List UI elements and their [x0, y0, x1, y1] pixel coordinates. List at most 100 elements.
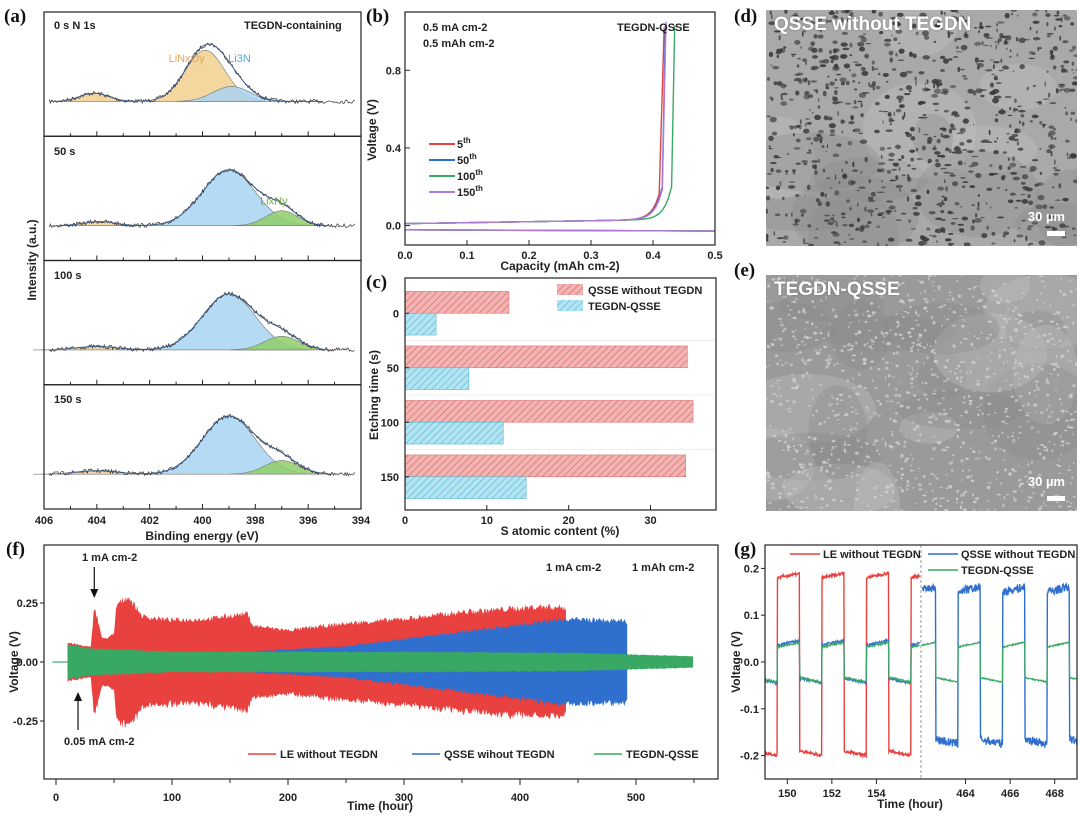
sem-pore [1037, 473, 1042, 476]
sem-pore [1069, 412, 1073, 416]
sem-pore [790, 373, 795, 376]
sem-pore [832, 220, 837, 223]
sem-pore [1000, 175, 1005, 181]
sem-pore [778, 337, 783, 341]
sem-region [808, 189, 899, 246]
sem-pore [942, 449, 948, 451]
sem-pore [886, 80, 889, 83]
sem-pore [957, 429, 960, 432]
zoom-x-tick-label: 464 [956, 788, 975, 800]
sem-pore [863, 343, 867, 347]
sem-pore [770, 64, 773, 67]
sem-pore [895, 29, 903, 34]
sem-pore [779, 394, 782, 398]
sem-pore [1009, 49, 1012, 53]
sem-pore [1069, 290, 1073, 293]
sem-pore [897, 283, 901, 287]
sem-pore [803, 469, 807, 472]
sem-pore [897, 42, 901, 45]
sem-pore [858, 373, 861, 377]
sem-pore [963, 508, 967, 511]
sem-pore [806, 184, 811, 191]
sem-pore [928, 211, 936, 215]
sem-pore [1007, 199, 1014, 204]
sem-pore [942, 380, 948, 383]
annotation-capacity: 1 mAh cm-2 [632, 562, 694, 574]
sem-pore [937, 412, 943, 416]
sem-pore [1048, 125, 1054, 129]
sem-pore [915, 375, 918, 378]
sem-pore [853, 128, 861, 133]
sem-pore [970, 447, 972, 450]
sem-pore [885, 485, 890, 489]
sem-pore [945, 473, 948, 476]
sem-pore [814, 332, 817, 335]
sem-pore [976, 206, 980, 211]
sem-pore [1037, 365, 1040, 369]
sem-pore [947, 210, 952, 215]
sem-pore [886, 505, 890, 507]
sem-region [783, 463, 896, 511]
sem-pore [848, 314, 850, 317]
sem-pore [847, 282, 850, 285]
sem-pore [898, 393, 901, 397]
sem-pore [888, 383, 891, 387]
sem-pore [813, 306, 816, 309]
xps-x-label: Binding energy (eV) [145, 529, 258, 543]
sem-pore [805, 281, 809, 284]
sem-pore [915, 425, 920, 429]
sem-pore [836, 73, 842, 76]
sem-pore [802, 58, 808, 63]
sem-pore [985, 141, 993, 144]
sem-pore [867, 209, 875, 214]
cycling-x-tick-label: 500 [627, 792, 645, 804]
sem-pore [1046, 393, 1050, 397]
sem-pore [1025, 506, 1027, 509]
sem-pore [1012, 108, 1019, 111]
sem-pore [943, 109, 949, 113]
sem-pore [877, 212, 886, 215]
sem-pore [887, 374, 891, 378]
sem-pore [918, 467, 920, 470]
sem-pore [923, 133, 929, 136]
sem-pore [906, 483, 911, 486]
sem-pore [1056, 310, 1061, 315]
sem-pore [834, 87, 839, 89]
sem-pore [779, 183, 782, 187]
sem-pore [949, 370, 953, 373]
sem-pore [1060, 64, 1065, 68]
sem-pore [876, 191, 885, 193]
sem-pore [776, 278, 780, 281]
vc-x-tick-label: 0.3 [583, 250, 598, 262]
sem-pore [810, 80, 818, 83]
sem-pore [1010, 395, 1014, 399]
sem-pore [858, 290, 861, 294]
sem-pore [894, 209, 897, 212]
sem-pore [1049, 102, 1057, 105]
sem-pore [834, 63, 839, 69]
sem-pore [968, 469, 971, 472]
sem-pore [773, 81, 778, 86]
sem-pore [899, 188, 902, 192]
sem-pore [940, 10, 943, 15]
sem-pore [820, 314, 824, 316]
sem-pore [923, 361, 925, 365]
sem-pore [769, 96, 772, 100]
sem-pore [1065, 419, 1069, 422]
sem-pore [808, 462, 813, 466]
cycling-y-tick-label: 0.00 [17, 657, 38, 669]
sem-pore [978, 457, 982, 460]
vc-x-tick-label: 0.5 [707, 250, 722, 262]
sem-pore [789, 98, 794, 101]
sem-pore [896, 325, 898, 329]
sem-region [979, 63, 1057, 111]
sem-pore [772, 434, 777, 438]
sem-pore [888, 205, 896, 210]
bar-tegdn-qsse [404, 367, 470, 390]
sem-pore [891, 362, 894, 365]
sem-pore [1018, 120, 1021, 124]
sem-pore [940, 92, 944, 94]
sem-pore [1051, 186, 1055, 189]
sem-pore [795, 162, 801, 165]
sem-pore [993, 372, 997, 375]
